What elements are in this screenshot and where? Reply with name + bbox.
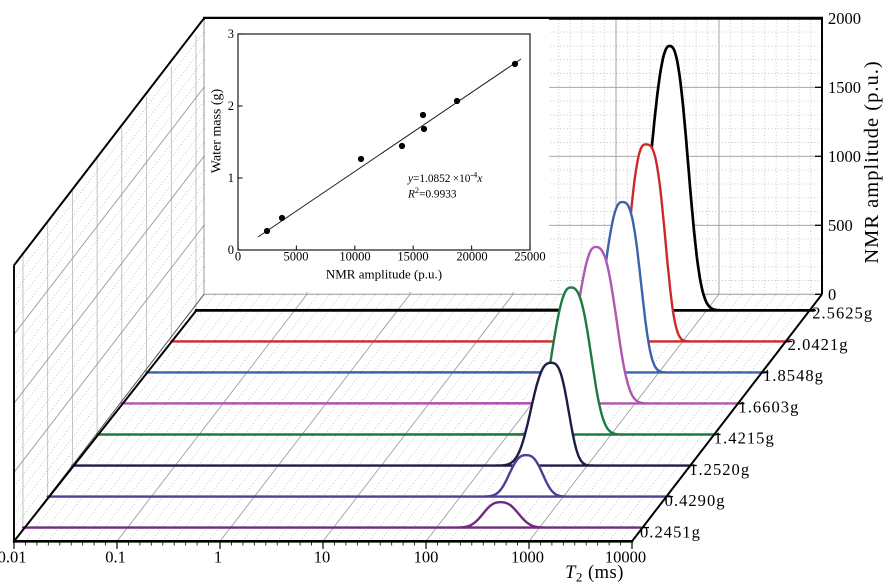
svg-text:y=1.0852 ×10-4x: y=1.0852 ×10-4x bbox=[407, 170, 482, 185]
svg-text:5000: 5000 bbox=[284, 250, 309, 264]
svg-text:2.0421g: 2.0421g bbox=[788, 335, 849, 354]
svg-text:15000: 15000 bbox=[397, 250, 428, 264]
svg-text:NMR amplitude (p.u.): NMR amplitude (p.u.) bbox=[326, 267, 442, 282]
svg-text:2.5625g: 2.5625g bbox=[812, 304, 873, 323]
svg-text:0: 0 bbox=[828, 285, 836, 304]
svg-text:10: 10 bbox=[314, 548, 331, 567]
svg-text:1.2520g: 1.2520g bbox=[689, 460, 750, 479]
svg-text:0.4290g: 0.4290g bbox=[665, 491, 726, 510]
svg-text:1: 1 bbox=[214, 548, 222, 567]
svg-text:0.1: 0.1 bbox=[105, 548, 126, 567]
svg-text:1.6603g: 1.6603g bbox=[738, 397, 799, 416]
svg-text:1500: 1500 bbox=[828, 78, 861, 97]
svg-text:1000: 1000 bbox=[828, 147, 861, 166]
svg-text:T2 (ms): T2 (ms) bbox=[565, 563, 624, 585]
svg-text:Water mass (g): Water mass (g) bbox=[210, 88, 225, 173]
svg-text:1: 1 bbox=[228, 171, 234, 185]
svg-text:2: 2 bbox=[228, 99, 234, 113]
svg-text:0.2451g: 0.2451g bbox=[640, 523, 701, 542]
svg-text:10000: 10000 bbox=[339, 250, 370, 264]
svg-text:3: 3 bbox=[228, 27, 234, 41]
svg-text:1.8548g: 1.8548g bbox=[763, 366, 824, 385]
svg-text:0: 0 bbox=[235, 250, 241, 264]
svg-text:R2=0.9933: R2=0.9933 bbox=[407, 186, 457, 201]
svg-text:10000: 10000 bbox=[605, 548, 646, 567]
svg-text:0: 0 bbox=[228, 243, 234, 257]
svg-text:1.4215g: 1.4215g bbox=[714, 429, 775, 448]
svg-text:20000: 20000 bbox=[456, 250, 487, 264]
svg-text:0.01: 0.01 bbox=[0, 548, 26, 567]
svg-text:100: 100 bbox=[414, 548, 439, 567]
svg-text:25000: 25000 bbox=[514, 250, 545, 264]
svg-text:500: 500 bbox=[828, 216, 853, 235]
svg-text:1000: 1000 bbox=[511, 548, 544, 567]
svg-text:NMR amplitude (p.u.): NMR amplitude (p.u.) bbox=[861, 60, 883, 263]
svg-text:2000: 2000 bbox=[828, 9, 861, 28]
